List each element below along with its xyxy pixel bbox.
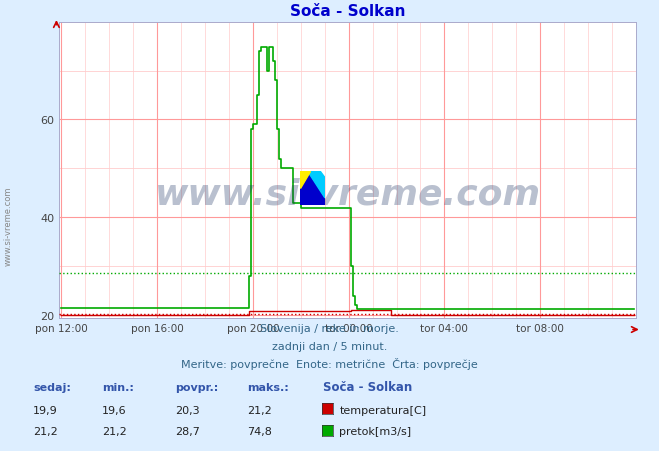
Text: Soča - Solkan: Soča - Solkan [323, 380, 412, 393]
Text: temperatura[C]: temperatura[C] [339, 405, 426, 414]
Text: 19,6: 19,6 [102, 405, 127, 414]
Polygon shape [300, 171, 312, 189]
Polygon shape [300, 189, 312, 205]
Text: 20,3: 20,3 [175, 405, 199, 414]
Polygon shape [300, 171, 325, 205]
Text: sedaj:: sedaj: [33, 382, 71, 392]
Text: pretok[m3/s]: pretok[m3/s] [339, 426, 411, 436]
Text: min.:: min.: [102, 382, 134, 392]
Text: 28,7: 28,7 [175, 426, 200, 436]
Text: 19,9: 19,9 [33, 405, 58, 414]
Text: 21,2: 21,2 [102, 426, 127, 436]
Text: povpr.:: povpr.: [175, 382, 218, 392]
Title: Soča - Solkan: Soča - Solkan [290, 4, 405, 18]
Polygon shape [300, 171, 325, 198]
Polygon shape [300, 171, 310, 189]
Text: www.si-vreme.com: www.si-vreme.com [155, 177, 540, 211]
Text: Meritve: povprečne  Enote: metrične  Črta: povprečje: Meritve: povprečne Enote: metrične Črta:… [181, 358, 478, 369]
Text: 74,8: 74,8 [247, 426, 272, 436]
Text: 21,2: 21,2 [247, 405, 272, 414]
Text: 21,2: 21,2 [33, 426, 58, 436]
Text: zadnji dan / 5 minut.: zadnji dan / 5 minut. [272, 341, 387, 351]
Text: maks.:: maks.: [247, 382, 289, 392]
Text: Slovenija / reke in morje.: Slovenija / reke in morje. [260, 323, 399, 333]
Text: www.si-vreme.com: www.si-vreme.com [4, 186, 13, 265]
